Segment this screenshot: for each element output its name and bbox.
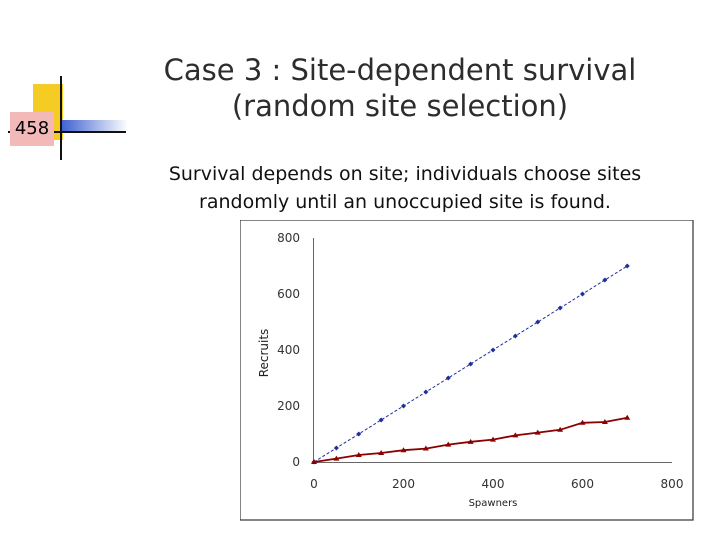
series-2-point [579, 419, 586, 425]
series-2-point [445, 441, 452, 447]
decor-blue-gradient-bar [60, 120, 128, 132]
decor-vertical-line [60, 76, 62, 160]
title-line-1: Case 3 : Site-dependent survival [163, 53, 637, 87]
subtitle-line-1: Survival depends on site; individuals ch… [168, 163, 642, 185]
series-1-point [535, 319, 541, 325]
slide-number: 458 [10, 112, 54, 146]
series-1-point [557, 305, 563, 311]
x-tick-label: 200 [392, 477, 415, 491]
series-1-point [580, 291, 585, 297]
y-tick-labels: 0 200 400 600 800 [277, 231, 300, 469]
plot-area [311, 238, 672, 465]
series-1-point [333, 445, 339, 451]
title-line-2: (random site selection) [231, 89, 569, 123]
series-2-point [624, 414, 631, 420]
x-axis-label: Spawners [469, 498, 518, 509]
series-2-point [467, 438, 474, 444]
series-2-point [557, 426, 564, 432]
slide-title: Case 3 : Site-dependent survival (random… [130, 52, 670, 124]
series-2-point [378, 450, 385, 456]
chart-frame [240, 220, 694, 521]
x-tick-label: 800 [661, 477, 684, 491]
y-tick-label: 400 [277, 343, 300, 357]
series-1-point [445, 375, 451, 381]
series-1-point [356, 431, 362, 437]
y-tick-label: 600 [277, 287, 300, 301]
series-2-point [355, 452, 362, 457]
series-1-point [512, 333, 518, 339]
series-2-point [534, 429, 541, 435]
x-tick-label: 400 [482, 477, 505, 491]
y-axis-label: Recruits [257, 329, 271, 378]
series-1-point [423, 389, 429, 395]
recruits-vs-spawners-chart: Spawners Recruits 0 200 400 600 800 0 200 400 6… [240, 220, 694, 521]
series-2-point [490, 436, 496, 442]
y-tick-label: 0 [292, 455, 300, 469]
series-2-point [422, 445, 429, 451]
series-2-point [311, 459, 317, 464]
series-1-point [401, 403, 406, 409]
decor-horizontal-line [8, 131, 126, 133]
series-2-point [333, 455, 340, 461]
slide-subtitle: Survival depends on site; individuals ch… [110, 160, 700, 216]
x-tick-label: 0 [310, 477, 318, 491]
series-1-line [313, 265, 628, 463]
series-2-point [601, 418, 608, 424]
subtitle-line-2: randomly until an unoccupied site is fou… [199, 191, 611, 213]
series-1-point [624, 263, 630, 269]
series-1-point [490, 347, 496, 353]
y-tick-label: 200 [277, 399, 300, 413]
x-tick-label: 600 [571, 477, 594, 491]
series-1-point [602, 277, 608, 283]
series-2-point [400, 447, 407, 453]
y-tick-label: 800 [277, 231, 300, 245]
series-2-point [512, 432, 519, 438]
x-tick-labels: 0 200 400 600 800 [310, 477, 683, 491]
series-1-point [378, 417, 384, 423]
series-1-point [468, 361, 474, 367]
